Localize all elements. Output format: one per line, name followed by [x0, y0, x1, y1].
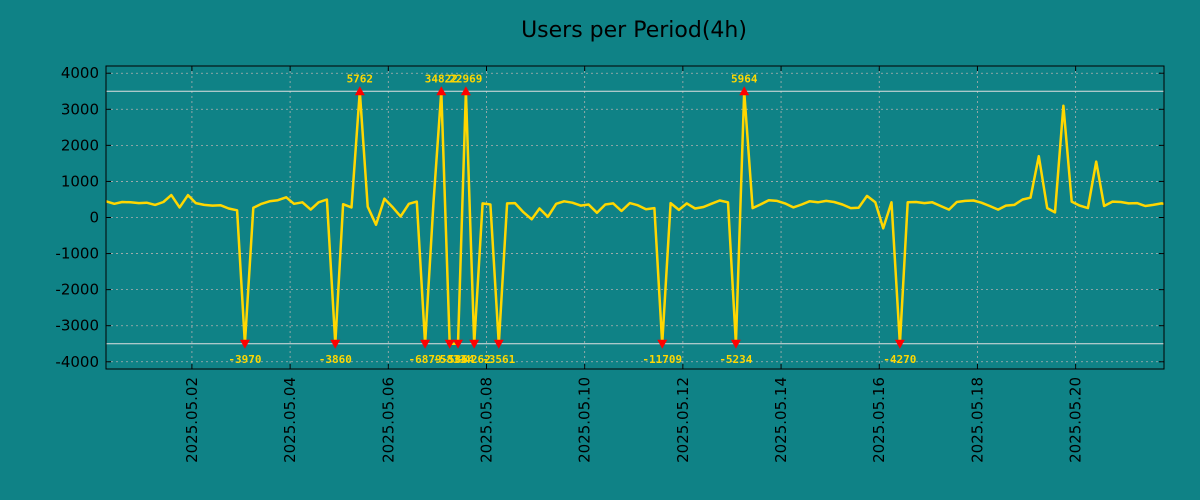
peak-marker	[354, 86, 365, 96]
y-tick-label: 4000	[61, 64, 99, 82]
trough-label: -4270	[883, 353, 916, 366]
trough-marker	[453, 339, 464, 349]
x-tick-label: 2025.05.20	[1067, 377, 1085, 463]
y-tick-label: -3000	[55, 317, 99, 335]
y-tick-label: -1000	[55, 245, 99, 263]
x-tick-label: 2025.05.14	[772, 377, 790, 463]
peak-marker	[739, 86, 750, 96]
trough-label: -5864	[441, 353, 474, 366]
y-tick-label: 2000	[61, 136, 99, 154]
y-tick-label: 3000	[61, 100, 99, 118]
x-tick-label: 2025.05.16	[870, 377, 888, 463]
x-tick-label: 2025.05.12	[674, 377, 692, 463]
peak-label: 22969	[449, 72, 482, 85]
trough-marker	[730, 339, 741, 349]
x-axis: 2025.05.02 2025.05.04 2025.05.06 2025.05.08…	[183, 66, 1085, 463]
trough-label: -3561	[482, 353, 515, 366]
x-tick-label: 2025.05.04	[281, 377, 299, 463]
threshold-lines	[106, 90, 1164, 345]
trough-label: -11709	[642, 353, 682, 366]
y-tick-label: -4000	[55, 353, 99, 371]
y-tick-label: 1000	[61, 172, 99, 190]
peak-label: 34822	[425, 72, 458, 85]
series-line-users	[105, 90, 1165, 346]
trough-marker	[239, 339, 250, 349]
trough-label: -3860	[319, 353, 352, 366]
x-tick-label: 2025.05.06	[379, 377, 397, 463]
trough-marker	[493, 339, 504, 349]
trough-label: -4262	[458, 353, 491, 366]
chart-title: Users per Period(4h)	[521, 18, 747, 43]
peak-label: 5762	[347, 72, 374, 85]
trough-label: -5833	[433, 353, 466, 366]
trough-marker	[444, 339, 455, 349]
x-tick-label: 2025.05.18	[968, 377, 986, 463]
y-axis: 4000 3000 2000 1000 0 -1000 -2000 -3000 -4000	[55, 64, 1164, 371]
peak-marker	[460, 86, 471, 96]
x-tick-label: 2025.05.02	[183, 377, 201, 463]
trough-label: -6879	[409, 353, 442, 366]
trough-marker	[420, 339, 431, 349]
trough-marker	[657, 339, 668, 349]
trough-marker	[469, 339, 480, 349]
y-tick-label: 0	[89, 209, 99, 227]
trough-label: -3970	[228, 353, 261, 366]
x-tick-label: 2025.05.10	[576, 377, 594, 463]
peak-marker	[436, 86, 447, 96]
peak-label: 5964	[731, 72, 758, 85]
y-tick-label: -2000	[55, 281, 99, 299]
trough-marker	[894, 339, 905, 349]
trough-label: -5234	[719, 353, 752, 366]
x-tick-label: 2025.05.08	[477, 377, 495, 463]
trough-marker	[330, 339, 341, 349]
series-group	[105, 90, 1165, 346]
